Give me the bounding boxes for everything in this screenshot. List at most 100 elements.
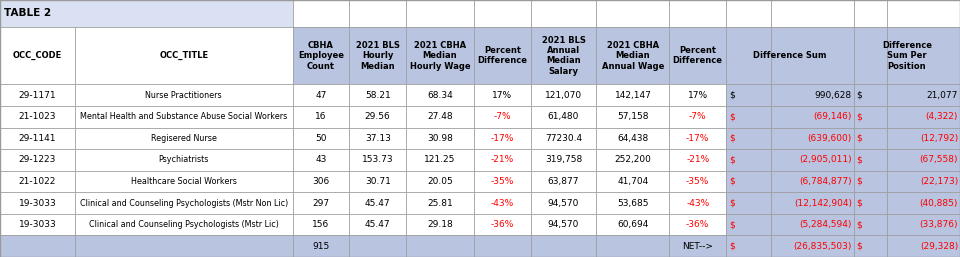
Bar: [293, 235, 349, 257]
Text: $: $: [729, 91, 734, 100]
Bar: [771, 84, 853, 106]
Bar: [0, 149, 75, 171]
Bar: [669, 127, 726, 149]
Text: Difference
Sum Per
Position: Difference Sum Per Position: [882, 41, 932, 71]
Text: (2,905,011): (2,905,011): [799, 155, 852, 164]
Bar: [474, 27, 531, 84]
Text: $: $: [729, 177, 734, 186]
Text: -7%: -7%: [689, 112, 707, 121]
Text: Percent
Difference: Percent Difference: [477, 46, 527, 65]
Text: 121,070: 121,070: [545, 91, 582, 100]
Text: TABLE 2: TABLE 2: [4, 8, 51, 19]
Text: 2021 CBHA
Median
Hourly Wage: 2021 CBHA Median Hourly Wage: [410, 41, 470, 71]
Bar: [0, 171, 75, 192]
Bar: [726, 106, 771, 127]
Bar: [474, 235, 531, 257]
Bar: [474, 0, 531, 27]
Text: 61,480: 61,480: [548, 112, 579, 121]
Bar: [853, 106, 887, 127]
Text: 17%: 17%: [687, 91, 708, 100]
Text: $: $: [729, 220, 734, 229]
Text: $: $: [856, 177, 862, 186]
Text: (33,876): (33,876): [920, 220, 958, 229]
Text: 153.73: 153.73: [362, 155, 394, 164]
Bar: [771, 171, 853, 192]
Bar: [596, 149, 669, 171]
Text: (639,600): (639,600): [807, 134, 852, 143]
Bar: [887, 127, 960, 149]
Text: -43%: -43%: [491, 199, 514, 208]
Bar: [887, 84, 960, 106]
Bar: [75, 84, 293, 106]
Text: -7%: -7%: [493, 112, 511, 121]
Bar: [853, 214, 887, 235]
Bar: [293, 127, 349, 149]
Bar: [406, 84, 474, 106]
Bar: [669, 192, 726, 214]
Bar: [669, 84, 726, 106]
Text: Mental Health and Substance Abuse Social Workers: Mental Health and Substance Abuse Social…: [81, 112, 287, 121]
Text: Difference Sum: Difference Sum: [754, 51, 827, 60]
Bar: [531, 192, 596, 214]
Bar: [596, 106, 669, 127]
Bar: [474, 106, 531, 127]
Bar: [726, 192, 771, 214]
Text: OCC_TITLE: OCC_TITLE: [159, 51, 208, 60]
Bar: [474, 149, 531, 171]
Text: 94,570: 94,570: [548, 199, 579, 208]
Bar: [293, 84, 349, 106]
Bar: [349, 106, 406, 127]
Text: (12,142,904): (12,142,904): [794, 199, 852, 208]
Bar: [531, 214, 596, 235]
Text: NET-->: NET-->: [683, 242, 713, 251]
Bar: [349, 27, 406, 84]
Text: 21,077: 21,077: [926, 91, 958, 100]
Text: 50: 50: [315, 134, 326, 143]
Bar: [726, 0, 771, 27]
Text: 30.71: 30.71: [365, 177, 391, 186]
Bar: [669, 171, 726, 192]
Bar: [531, 171, 596, 192]
Bar: [669, 149, 726, 171]
Text: Psychiatrists: Psychiatrists: [158, 155, 209, 164]
Text: 27.48: 27.48: [427, 112, 453, 121]
Text: OCC_CODE: OCC_CODE: [12, 51, 62, 60]
Text: 64,438: 64,438: [617, 134, 649, 143]
Text: -21%: -21%: [686, 155, 709, 164]
Bar: [853, 192, 887, 214]
Bar: [349, 235, 406, 257]
Text: $: $: [729, 155, 734, 164]
Text: 297: 297: [312, 199, 329, 208]
Text: (6,784,877): (6,784,877): [799, 177, 852, 186]
Text: 58.21: 58.21: [365, 91, 391, 100]
Text: 47: 47: [315, 91, 326, 100]
Bar: [0, 84, 75, 106]
Text: 156: 156: [312, 220, 329, 229]
Bar: [596, 235, 669, 257]
Bar: [726, 214, 771, 235]
Bar: [726, 171, 771, 192]
Bar: [853, 149, 887, 171]
Bar: [531, 149, 596, 171]
Bar: [0, 235, 75, 257]
Text: 37.13: 37.13: [365, 134, 391, 143]
Bar: [596, 127, 669, 149]
Text: -21%: -21%: [491, 155, 514, 164]
Bar: [531, 106, 596, 127]
Text: 16: 16: [315, 112, 326, 121]
Text: 19-3033: 19-3033: [18, 220, 57, 229]
Text: 45.47: 45.47: [365, 199, 391, 208]
Text: (26,835,503): (26,835,503): [793, 242, 852, 251]
Bar: [771, 149, 853, 171]
Text: 306: 306: [312, 177, 329, 186]
Bar: [771, 127, 853, 149]
Bar: [0, 127, 75, 149]
Text: -35%: -35%: [686, 177, 709, 186]
Bar: [726, 84, 771, 106]
Bar: [0, 106, 75, 127]
Bar: [474, 84, 531, 106]
Bar: [406, 127, 474, 149]
Bar: [406, 192, 474, 214]
Text: 29-1223: 29-1223: [19, 155, 56, 164]
Text: -35%: -35%: [491, 177, 514, 186]
